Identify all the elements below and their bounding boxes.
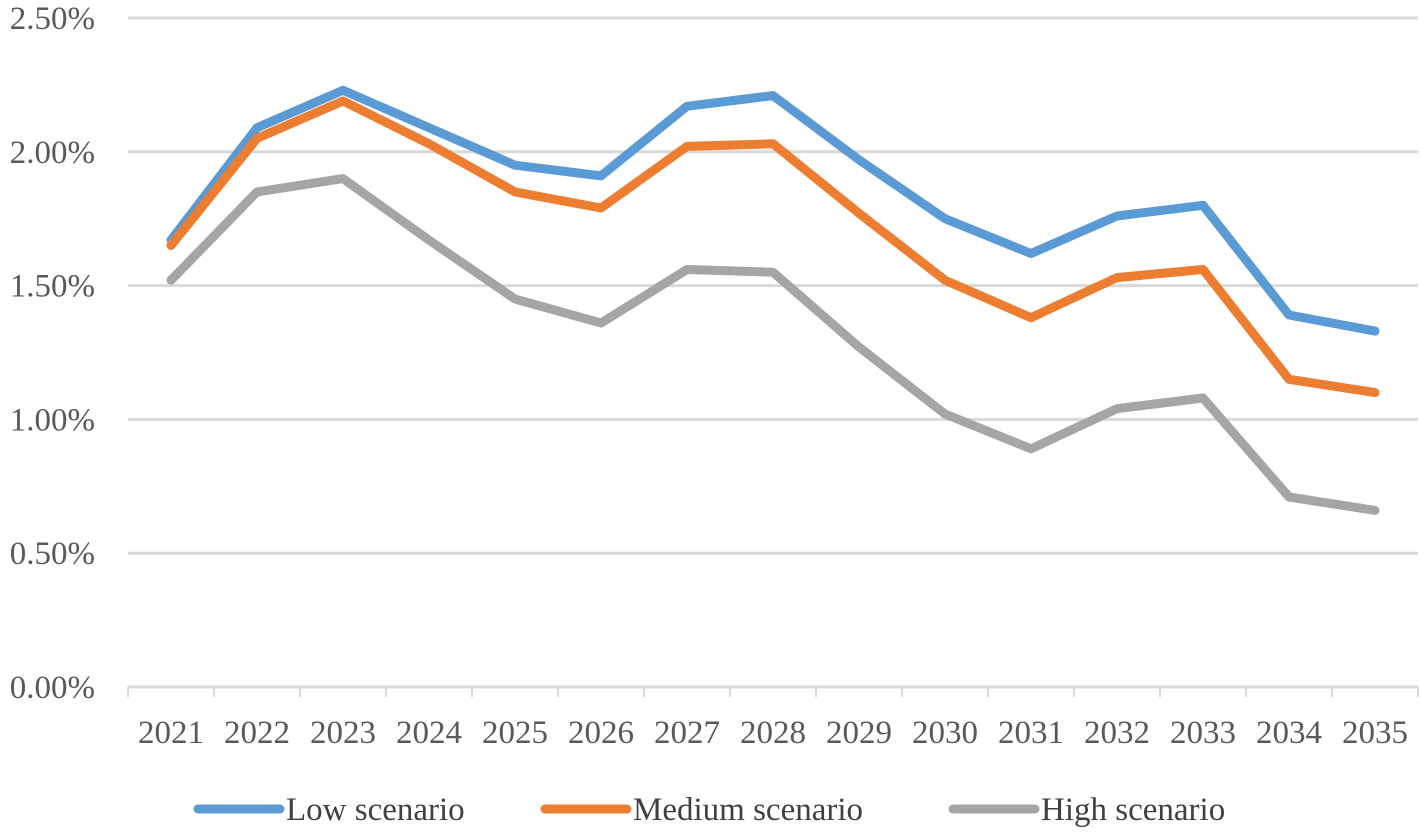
x-tick-label: 2028 <box>740 715 806 751</box>
x-tick-label: 2031 <box>998 715 1064 751</box>
x-axis-tick-labels: 2021 2022 2023 2024 2025 2026 2027 2028 2029 2030… <box>138 715 1408 751</box>
legend-label: Low scenario <box>286 792 465 828</box>
x-tick-label: 2034 <box>1256 715 1322 751</box>
y-tick-label: 2.50% <box>10 1 95 37</box>
x-tick-label: 2021 <box>138 715 204 751</box>
x-tick-label: 2030 <box>912 715 978 751</box>
y-tick-label: 2.00% <box>10 135 95 171</box>
x-tick-label: 2035 <box>1342 715 1408 751</box>
y-tick-label: 0.00% <box>10 670 95 706</box>
legend-label: Medium scenario <box>633 792 863 828</box>
series-lines <box>166 85 1380 515</box>
y-axis-tick-labels: 0.00% 0.50% 1.00% 1.50% 2.00% 2.50% <box>10 1 95 706</box>
x-tick-label: 2027 <box>654 715 720 751</box>
series-line-high-scenario <box>166 174 1380 515</box>
y-tick-label: 1.50% <box>10 269 95 305</box>
y-tick-label: 1.00% <box>10 402 95 438</box>
legend: Low scenario Medium scenario High scenario <box>193 792 1225 828</box>
series-line-low-scenario <box>166 85 1380 336</box>
x-tick-label: 2024 <box>396 715 462 751</box>
x-tick-label: 2026 <box>568 715 634 751</box>
x-tick-label: 2025 <box>482 715 548 751</box>
x-tick-label: 2033 <box>1170 715 1236 751</box>
legend-label: High scenario <box>1041 792 1225 828</box>
x-tick-label: 2022 <box>224 715 290 751</box>
x-axis <box>127 685 1419 697</box>
series-line-medium-scenario <box>166 96 1380 398</box>
x-tick-label: 2029 <box>826 715 892 751</box>
y-tick-label: 0.50% <box>10 536 95 572</box>
x-tick-label: 2032 <box>1084 715 1150 751</box>
x-tick-label: 2023 <box>310 715 376 751</box>
gridlines <box>128 16 1418 555</box>
